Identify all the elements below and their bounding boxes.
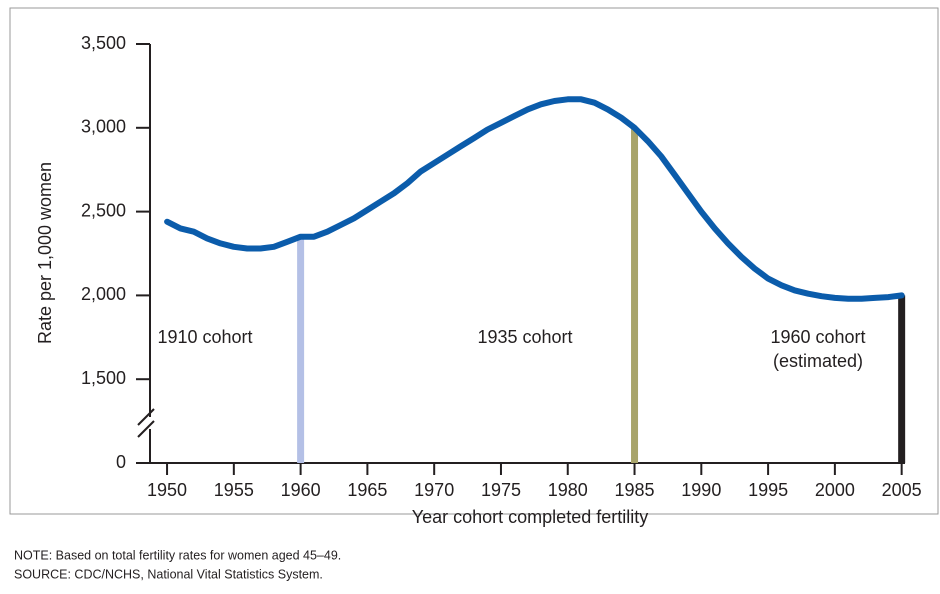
x-tick-label: 2005: [882, 480, 922, 500]
cohort-bar: [631, 127, 639, 464]
x-tick-label: 1950: [147, 480, 187, 500]
x-tick-label: 1990: [681, 480, 721, 500]
y-tick-label: 2,500: [81, 200, 126, 220]
x-tick-label: 2000: [815, 480, 855, 500]
x-tick-label: 1980: [548, 480, 588, 500]
axis-break: [137, 420, 155, 438]
x-tick-label: 1960: [281, 480, 321, 500]
x-tick-label: 1955: [214, 480, 254, 500]
y-tick-label: 0: [116, 452, 126, 472]
y-tick-label: 2,000: [81, 284, 126, 304]
x-axis-label: Year cohort completed fertility: [412, 507, 648, 527]
axis-break: [137, 408, 155, 426]
note: SOURCE: CDC/NCHS, National Vital Statist…: [14, 567, 323, 581]
y-tick-label: 1,500: [81, 368, 126, 388]
x-tick-label: 1995: [748, 480, 788, 500]
annotation: 1935 cohort: [477, 327, 572, 347]
y-tick-label: 3,500: [81, 33, 126, 53]
cohort-bar: [898, 295, 906, 463]
line: [164, 96, 905, 302]
annotation: 1910 cohort: [157, 327, 252, 347]
x-tick-label: 1970: [414, 480, 454, 500]
frame: [9, 7, 939, 515]
x-tick-label: 1975: [481, 480, 521, 500]
x-tick-label: 1965: [347, 480, 387, 500]
note: NOTE: Based on total fertility rates for…: [14, 548, 341, 562]
cohort-bar: [297, 236, 305, 463]
x-tick-label: 1985: [615, 480, 655, 500]
annotation: 1960 cohort: [770, 327, 865, 347]
annotation: (estimated): [773, 351, 863, 371]
y-axis-label: Rate per 1,000 women: [35, 162, 55, 344]
y-tick-label: 3,000: [81, 117, 126, 137]
